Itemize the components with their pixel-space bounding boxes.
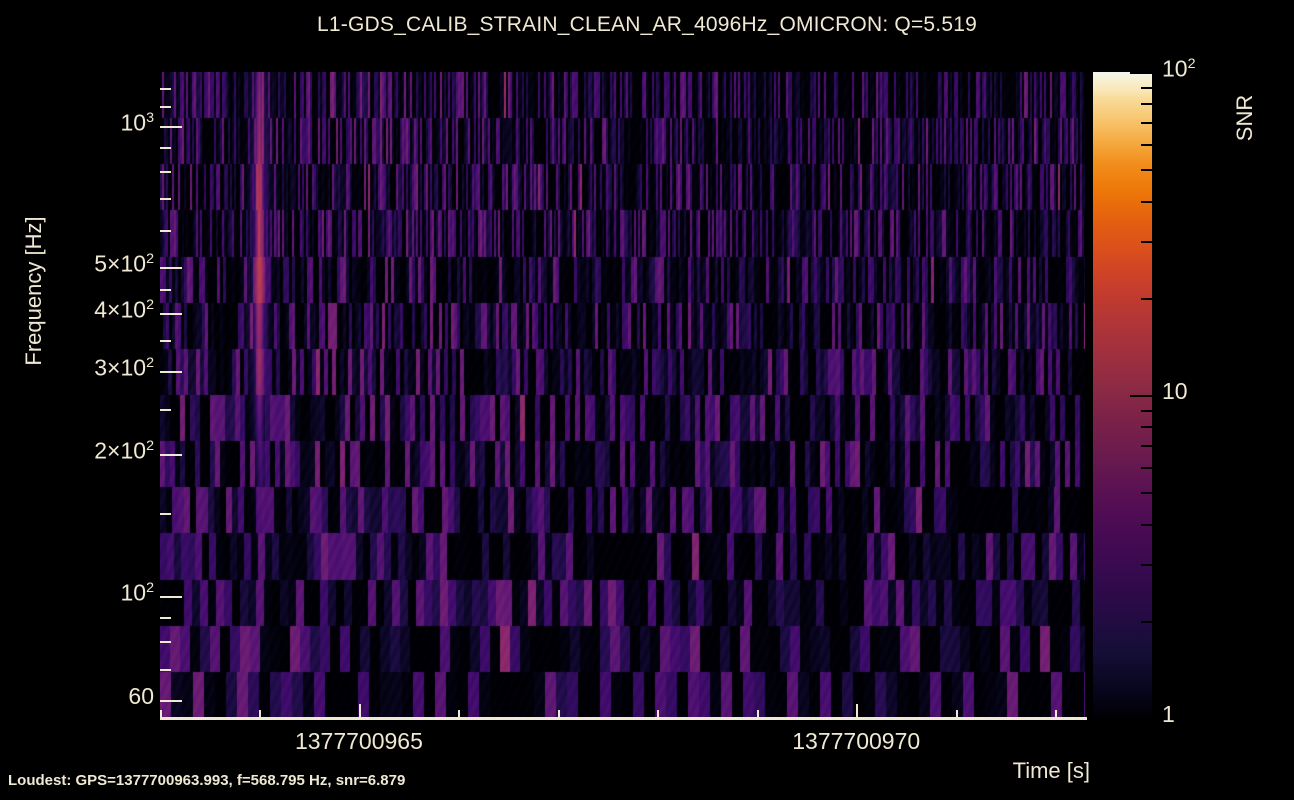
- y-tick-major: [160, 267, 182, 269]
- x-tick-label: 1377700970: [792, 728, 921, 754]
- colorbar-tick-minor: [1141, 621, 1152, 623]
- colorbar-tick-minor: [1141, 426, 1152, 428]
- y-tick-minor: [160, 198, 171, 200]
- x-tick-label: 1377700965: [294, 728, 423, 754]
- y-tick-label: 5×102: [94, 250, 154, 277]
- x-tick-minor: [1055, 710, 1057, 718]
- y-tick-major: [160, 371, 182, 373]
- snr-colorbar: [1093, 72, 1152, 718]
- y-tick-minor: [160, 617, 171, 619]
- x-tick-minor: [160, 710, 162, 718]
- y-tick-major: [160, 454, 182, 456]
- colorbar-tick-major: [1130, 72, 1152, 74]
- page-title: L1-GDS_CALIB_STRAIN_CLEAN_AR_4096Hz_OMIC…: [317, 13, 977, 36]
- colorbar-tick-minor: [1141, 467, 1152, 469]
- x-tick-minor: [657, 710, 659, 718]
- colorbar-tick-major: [1130, 395, 1152, 397]
- y-tick-label: 3×102: [94, 355, 154, 382]
- y-tick-label: 60: [128, 683, 154, 710]
- y-tick-minor: [160, 230, 171, 232]
- colorbar-tick-minor: [1141, 492, 1152, 494]
- colorbar-tick-minor: [1141, 524, 1152, 526]
- colorbar-tick-label: 10: [1162, 378, 1188, 404]
- spectrogram-plot-area: [160, 72, 1085, 718]
- colorbar-tick-minor: [1141, 201, 1152, 203]
- y-tick-minor: [160, 147, 171, 149]
- colorbar-tick-minor: [1141, 144, 1152, 146]
- x-tick-minor: [259, 710, 261, 718]
- colorbar-tick-minor: [1141, 298, 1152, 300]
- y-tick-minor: [160, 88, 171, 90]
- colorbar-tick-label: 1: [1162, 701, 1175, 727]
- y-tick-major: [160, 596, 182, 598]
- y-tick-minor: [160, 669, 171, 671]
- x-tick-minor: [458, 710, 460, 718]
- colorbar-title: SNR: [1232, 94, 1257, 142]
- colorbar-tick-minor: [1141, 564, 1152, 566]
- y-tick-major: [160, 126, 182, 128]
- y-axis-title: Frequency [Hz]: [21, 216, 46, 366]
- y-tick-minor: [160, 171, 171, 173]
- x-tick-major: [856, 704, 858, 718]
- spectrogram-canvas: [160, 72, 1085, 718]
- colorbar-tick-minor: [1141, 241, 1152, 243]
- y-tick-label: 103: [120, 109, 154, 136]
- colorbar-tick-minor: [1141, 169, 1152, 171]
- y-tick-minor: [160, 340, 171, 342]
- x-tick-minor: [956, 710, 958, 718]
- y-tick-minor: [160, 641, 171, 643]
- y-tick-label: 102: [120, 579, 154, 606]
- y-tick-label: 4×102: [94, 296, 154, 323]
- colorbar-tick-minor: [1141, 87, 1152, 89]
- colorbar-tick-label: 102: [1162, 55, 1196, 82]
- y-tick-major: [160, 313, 182, 315]
- x-tick-minor: [757, 710, 759, 718]
- x-axis-title: Time [s]: [1012, 758, 1090, 783]
- loudest-event-footer: Loudest: GPS=1377700963.993, f=568.795 H…: [8, 772, 406, 789]
- colorbar-tick-minor: [1141, 445, 1152, 447]
- y-tick-label: 2×102: [94, 437, 154, 464]
- y-tick-minor: [160, 289, 171, 291]
- y-tick-minor: [160, 106, 171, 108]
- x-tick-major: [359, 704, 361, 718]
- x-axis-line: [160, 717, 1087, 720]
- colorbar-tick-minor: [1141, 410, 1152, 412]
- y-tick-minor: [160, 513, 171, 515]
- y-tick-minor: [160, 409, 171, 411]
- colorbar-tick-minor: [1141, 122, 1152, 124]
- y-tick-major: [160, 700, 182, 702]
- colorbar-tick-minor: [1141, 103, 1152, 105]
- colorbar-tick-major: [1130, 716, 1152, 718]
- x-tick-minor: [558, 710, 560, 718]
